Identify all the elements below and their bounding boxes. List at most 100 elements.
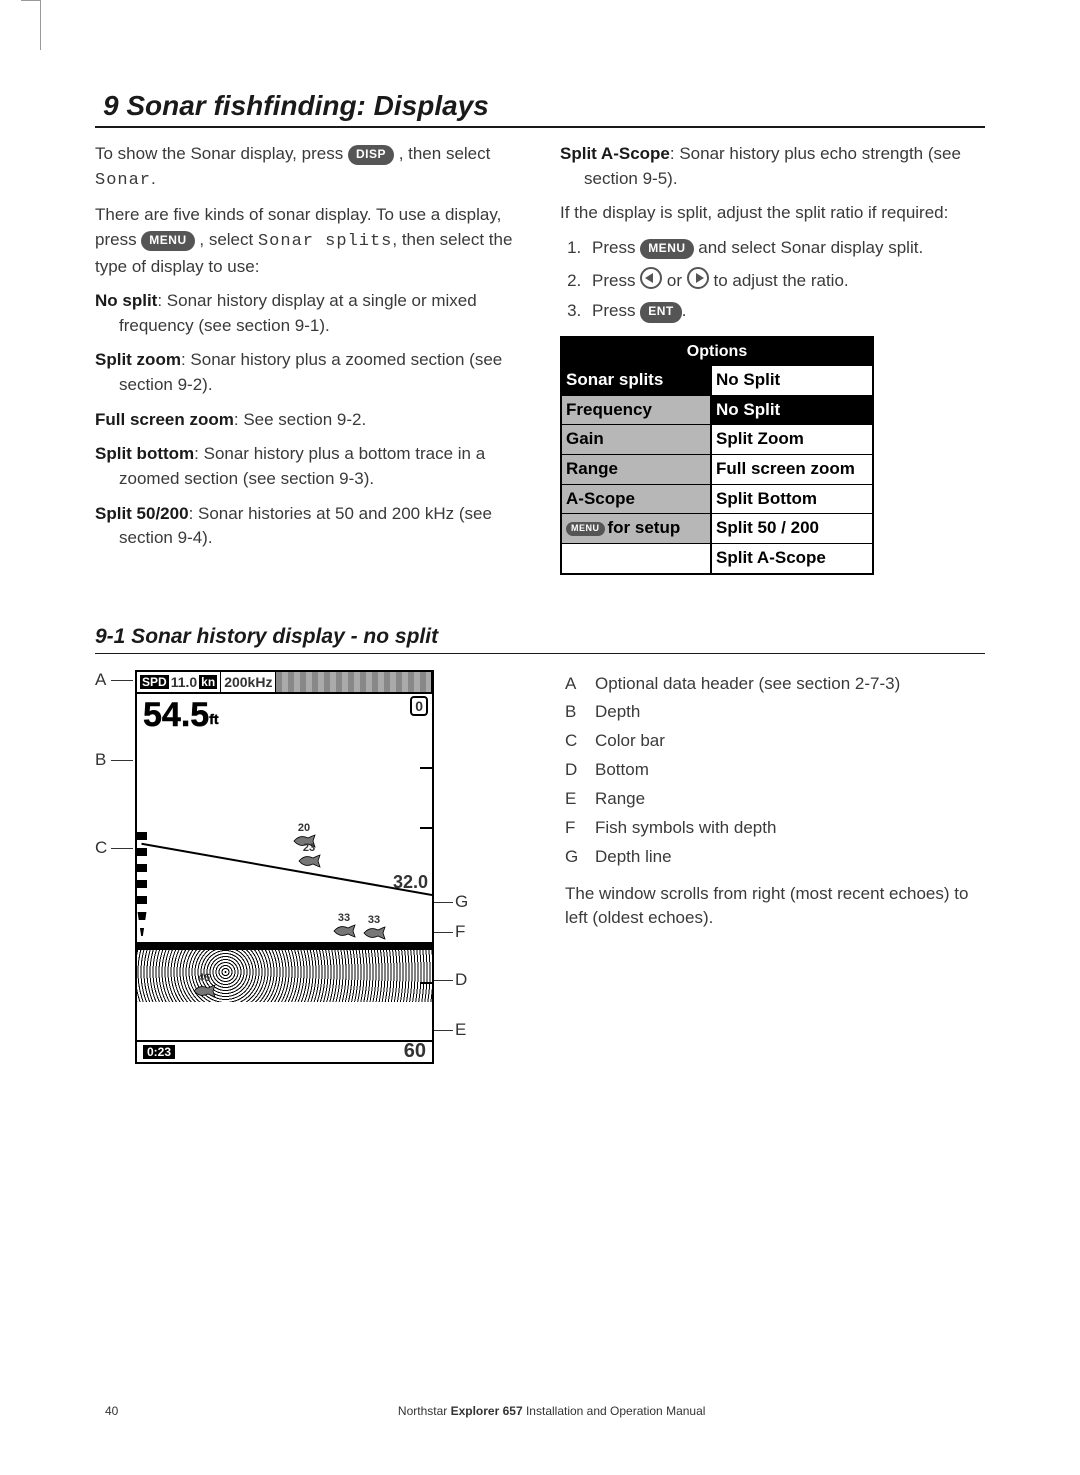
step-2: Press or to adjust the ratio. [586, 267, 985, 294]
key: B [565, 698, 581, 727]
range-bottom: 60 [404, 1040, 426, 1063]
legend-D: DBottom [565, 756, 985, 785]
sonar-code: Sonar [95, 171, 151, 190]
opt-right-0: No Split [712, 366, 872, 395]
callout-C: C [95, 838, 107, 858]
label: Full screen zoom [95, 410, 234, 429]
menu-button-icon: MENU [640, 239, 693, 259]
spd-unit: kn [199, 675, 217, 689]
figure-left: A B C G F D E SPD 11.0 kn [95, 670, 525, 1064]
steps-list: Press MENU and select Sonar display spli… [560, 236, 985, 324]
step-1: Press MENU and select Sonar display spli… [586, 236, 985, 261]
opt-right-2: Split Zoom [712, 425, 872, 454]
key: C [565, 727, 581, 756]
tick2 [420, 827, 432, 829]
opt-left-gain: Gain [562, 425, 712, 454]
sub-rule [95, 653, 985, 654]
val: Bottom [595, 756, 649, 785]
text: , then select [399, 144, 491, 163]
sonar-bottom-bar: 0:23 60 [137, 1040, 432, 1062]
legend-column: A Optional data header (see section 2-7-3… [565, 670, 985, 942]
type-full-zoom: Full screen zoom: See section 9-2. [95, 408, 520, 433]
intro-p1: To show the Sonar display, press DISP , … [95, 142, 520, 193]
callout-B: B [95, 750, 106, 770]
val: Fish symbols with depth [595, 814, 776, 843]
tick1 [420, 767, 432, 769]
footer-a: Northstar [398, 1404, 451, 1418]
left-arrow-icon [640, 267, 662, 289]
sonar-depth: 54.5ft [143, 696, 219, 735]
val: Depth line [595, 843, 672, 872]
fish-icon: 33 [362, 914, 386, 940]
title-rule [95, 126, 985, 128]
text: Press [592, 238, 640, 257]
key: E [565, 785, 581, 814]
opt-right-3: Full screen zoom [712, 455, 872, 484]
text: Press [592, 271, 640, 290]
disp-button-icon: DISP [348, 145, 394, 165]
fish-icon: 46 [192, 972, 216, 998]
legend-F: F Fish symbols with depth [565, 814, 985, 843]
sonar-splits-code: Sonar splits [258, 232, 392, 251]
legend-C: C Color bar [565, 727, 985, 756]
lead-A [111, 680, 133, 681]
ent-button-icon: ENT [640, 302, 682, 322]
text: for setup [608, 516, 681, 541]
opt-left-frequency: Frequency [562, 396, 712, 425]
opt-right-5: Split 50 / 200 [712, 514, 872, 543]
opt-right-1: No Split [712, 396, 872, 425]
options-popup: Options Sonar splits No Split Frequency … [560, 336, 874, 575]
sonar-header: SPD 11.0 kn 200kHz [137, 672, 432, 694]
fish-icon: 23 [297, 842, 321, 868]
val: Optional data header (see section 2-7-3) [595, 670, 900, 699]
desc: : See section 9-2. [234, 410, 366, 429]
depth-val: 54.5 [143, 696, 209, 734]
footer-c: Installation and Operation Manual [523, 1404, 706, 1418]
hdr-icons [276, 672, 432, 692]
type-split-bottom: Split bottom: Sonar history plus a botto… [95, 442, 520, 491]
text: , select [199, 230, 258, 249]
scale-top: 0 [410, 696, 428, 716]
legend-A: A Optional data header (see section 2-7-3… [565, 670, 985, 699]
opt-left-ascope: A-Scope [562, 485, 712, 514]
val: Range [595, 785, 645, 814]
section-title: 9 Sonar fishfinding: Displays [95, 90, 985, 122]
intro-columns: To show the Sonar display, press DISP , … [95, 142, 985, 575]
crop-mark [40, 0, 61, 50]
page-number: 40 [105, 1404, 118, 1418]
lead-B [111, 760, 133, 761]
label: Split zoom [95, 350, 181, 369]
val: Depth [595, 698, 640, 727]
text: or [667, 271, 687, 290]
type-split-ascope: Split A-Scope: Sonar history plus echo s… [560, 142, 985, 191]
scroll-note: The window scrolls from right (most rece… [565, 882, 985, 931]
type-split-zoom: Split zoom: Sonar history plus a zoomed … [95, 348, 520, 397]
opt-left-sonar-splits: Sonar splits [562, 366, 712, 395]
menu-button-icon: MENU [141, 231, 194, 251]
type-split-50-200: Split 50/200: Sonar histories at 50 and … [95, 502, 520, 551]
val: Color bar [595, 727, 665, 756]
key: A [565, 670, 581, 699]
menu-button-icon: MENU [566, 522, 605, 536]
subsection-title: 9-1 Sonar history display - no split [95, 625, 985, 649]
text: To show the Sonar display, press [95, 144, 348, 163]
text: . [682, 301, 687, 320]
legend-B: B Depth [565, 698, 985, 727]
opt-left-setup: MENU for setup [562, 514, 712, 543]
right-column: Split A-Scope: Sonar history plus echo s… [560, 142, 985, 575]
bottom-trace [137, 942, 432, 1002]
key: F [565, 814, 581, 843]
lead-C [111, 848, 133, 849]
callout-A: A [95, 670, 106, 690]
text: Press [592, 301, 640, 320]
type-no-split: No split: Sonar history display at a sin… [95, 289, 520, 338]
label: Split 50/200 [95, 504, 189, 523]
text: to adjust the ratio. [714, 271, 849, 290]
time: 0:23 [143, 1045, 175, 1059]
legend-list: A Optional data header (see section 2-7-3… [565, 670, 985, 872]
color-bar [137, 832, 147, 942]
label: Split bottom [95, 444, 194, 463]
sonar-screen: SPD 11.0 kn 200kHz 54.5ft 0 32.0 [135, 670, 434, 1064]
legend-G: GDepth line [565, 843, 985, 872]
desc: : Sonar history display at a single or m… [119, 291, 477, 335]
